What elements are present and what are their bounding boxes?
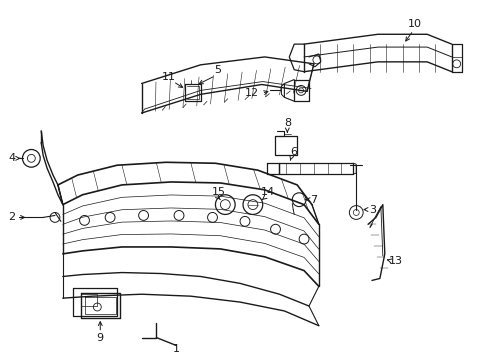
Text: 10: 10 <box>407 19 422 30</box>
Text: 5: 5 <box>213 65 221 75</box>
Text: 11: 11 <box>162 72 176 82</box>
Text: 8: 8 <box>283 118 290 128</box>
Text: 9: 9 <box>97 333 103 342</box>
Text: 2: 2 <box>8 212 15 222</box>
Text: 7: 7 <box>310 195 317 205</box>
Text: 12: 12 <box>244 88 259 98</box>
Text: 3: 3 <box>369 204 376 215</box>
Text: 14: 14 <box>260 187 274 197</box>
Text: 6: 6 <box>290 148 297 157</box>
Text: 4: 4 <box>8 153 15 163</box>
Text: 15: 15 <box>211 187 225 197</box>
Text: 13: 13 <box>388 256 402 266</box>
Text: 1: 1 <box>172 345 179 354</box>
